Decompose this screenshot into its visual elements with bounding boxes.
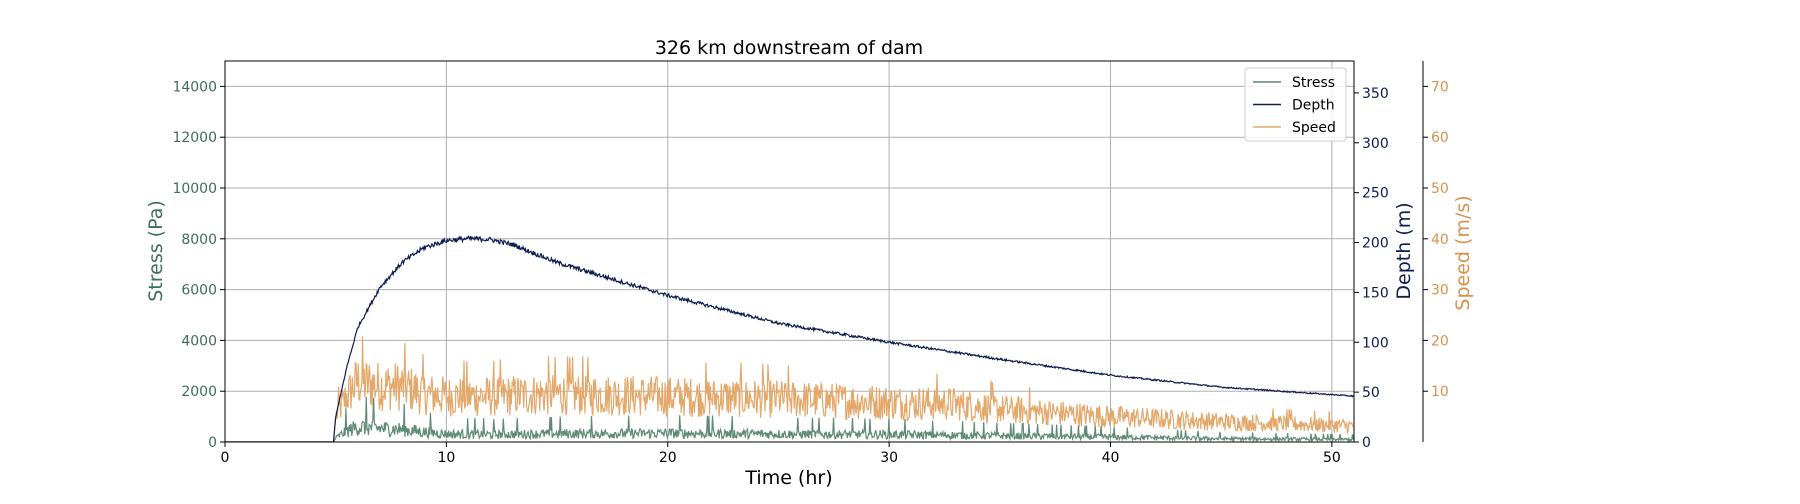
depth-tick-label: 250 (1362, 186, 1389, 202)
depth-tick-label: 0 (1362, 435, 1371, 451)
x-tick-label: 20 (659, 450, 677, 466)
legend-label-stress: Stress (1292, 75, 1335, 91)
speed-axis-ticks: 10 20 30 40 50 60 70 (1423, 79, 1449, 400)
depth-axis-ticks: 0 50 100 150 200 250 300 350 (1354, 86, 1389, 451)
depth-tick-label: 300 (1362, 136, 1389, 152)
depth-tick-label: 150 (1362, 285, 1389, 301)
series-line-depth (225, 235, 1354, 442)
stress-tick-label: 4000 (181, 333, 217, 349)
stress-axis-ticks: 0 2000 4000 6000 8000 10000 12000 14000 (172, 79, 225, 451)
chart-title: 326 km downstream of dam (655, 37, 923, 59)
depth-tick-label: 200 (1362, 236, 1389, 252)
speed-axis-label: Speed (m/s) (1452, 195, 1474, 310)
speed-tick-label: 10 (1431, 384, 1449, 400)
speed-tick-label: 50 (1431, 181, 1449, 197)
x-tick-label: 50 (1323, 450, 1341, 466)
speed-tick-label: 30 (1431, 283, 1449, 299)
depth-tick-label: 350 (1362, 86, 1389, 102)
legend-label-speed: Speed (1292, 120, 1336, 136)
stress-tick-label: 10000 (172, 181, 217, 197)
x-axis-label: Time (hr) (744, 467, 832, 489)
speed-tick-label: 40 (1431, 232, 1449, 248)
plot-frame (224, 60, 1355, 443)
series-line-speed (225, 336, 1354, 442)
legend-box (1244, 67, 1347, 142)
x-axis-ticks: 0 10 20 30 40 50 (221, 442, 1341, 466)
stress-tick-label: 2000 (181, 384, 217, 400)
speed-tick-label: 20 (1431, 333, 1449, 349)
x-tick-label: 40 (1102, 450, 1120, 466)
speed-tick-label: 70 (1431, 79, 1449, 95)
stress-tick-label: 14000 (172, 79, 217, 95)
stress-axis-label: Stress (Pa) (145, 200, 167, 302)
x-tick-label: 10 (437, 450, 455, 466)
series-line-stress (225, 396, 1354, 442)
speed-tick-label: 60 (1431, 130, 1449, 146)
series-layer (225, 235, 1354, 442)
stress-tick-label: 0 (208, 435, 217, 451)
depth-axis-label: Depth (m) (1393, 202, 1415, 299)
x-tick-label: 30 (880, 450, 898, 466)
depth-tick-label: 100 (1362, 335, 1389, 351)
legend: Stress Depth Speed (1244, 67, 1347, 142)
stress-tick-label: 8000 (181, 232, 217, 248)
legend-label-depth: Depth (1292, 98, 1335, 114)
x-tick-label: 0 (221, 450, 230, 466)
depth-tick-label: 50 (1362, 385, 1380, 401)
stress-tick-label: 12000 (172, 130, 217, 146)
stress-tick-label: 6000 (181, 283, 217, 299)
